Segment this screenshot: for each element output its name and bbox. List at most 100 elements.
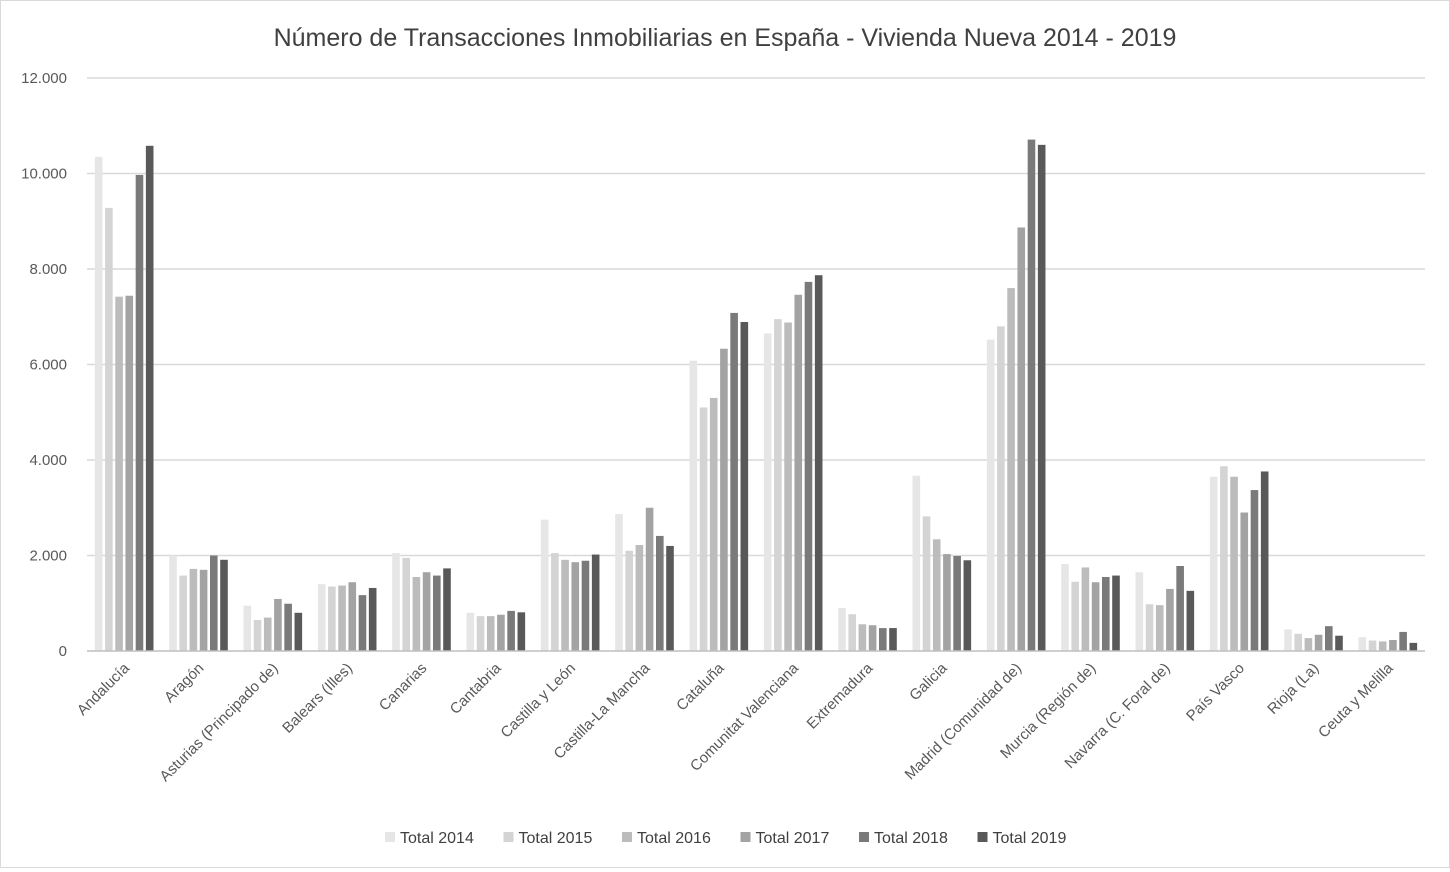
bar	[889, 628, 897, 651]
bar	[1294, 633, 1302, 651]
bar	[507, 610, 515, 651]
bar	[135, 174, 144, 651]
bar	[1335, 635, 1343, 651]
bar	[263, 617, 272, 651]
bar	[1091, 582, 1100, 651]
legend-swatch	[859, 832, 869, 842]
bar	[1304, 638, 1313, 651]
bar	[1260, 471, 1269, 651]
bar	[368, 587, 377, 651]
y-tick-label: 0	[59, 643, 67, 660]
bar	[1399, 631, 1407, 651]
bar	[763, 333, 772, 651]
bar	[1027, 139, 1036, 651]
legend-label: Total 2017	[756, 830, 830, 847]
bar	[1071, 581, 1079, 651]
bar	[1061, 564, 1069, 651]
bar	[804, 281, 813, 651]
bar	[561, 559, 569, 651]
bar	[1220, 466, 1228, 651]
bar	[1176, 566, 1184, 651]
bar	[220, 559, 228, 651]
bar	[358, 595, 367, 651]
bar	[328, 586, 336, 651]
bar	[591, 554, 600, 651]
bar	[1102, 576, 1110, 651]
bar	[699, 407, 708, 651]
bar	[1007, 288, 1015, 651]
bars	[94, 139, 1418, 652]
bar	[709, 397, 718, 651]
bar	[1209, 476, 1218, 651]
bar	[912, 475, 921, 651]
bar	[1145, 604, 1154, 651]
bar	[963, 560, 972, 651]
x-tick-label: Balears (Illes)	[279, 660, 356, 737]
bar	[1135, 572, 1144, 651]
bar	[105, 207, 113, 651]
bar	[784, 322, 792, 651]
legend: Total 2014 Total 2015 Total 2016 Total 2017…	[385, 830, 1066, 847]
bar	[1284, 629, 1292, 651]
x-tick-label: Rioja (La)	[1264, 660, 1322, 718]
bar	[1186, 590, 1195, 651]
bar	[730, 312, 738, 651]
chart-title: Número de Transacciones Inmobiliarias en…	[274, 24, 1177, 52]
bar	[986, 339, 995, 651]
bar	[848, 614, 856, 651]
bar	[1230, 476, 1238, 651]
bar	[294, 612, 303, 651]
bar	[348, 582, 357, 651]
legend-swatch	[740, 832, 751, 842]
legend-swatch	[622, 832, 632, 842]
bar	[615, 513, 623, 651]
bar	[689, 360, 698, 651]
legend-label: Total 2018	[874, 830, 948, 847]
bar	[1389, 640, 1397, 651]
bar	[879, 628, 887, 651]
bar	[625, 550, 633, 651]
y-tick-label: 6.000	[29, 357, 67, 374]
bar	[486, 616, 495, 651]
bar	[466, 612, 475, 651]
x-tick-label: Castilla y León	[497, 660, 579, 742]
bar	[497, 614, 505, 651]
bar	[953, 555, 961, 651]
bar	[635, 545, 644, 651]
x-tick-label: Extremadura	[804, 659, 877, 732]
bar	[571, 562, 580, 651]
bar	[338, 585, 346, 651]
bar	[317, 584, 326, 651]
legend-swatch	[503, 832, 514, 842]
bar	[838, 608, 846, 651]
bar	[1368, 640, 1377, 651]
x-tick-label: Canarias	[376, 660, 430, 714]
bar	[402, 557, 410, 651]
bar	[1037, 144, 1046, 651]
bar	[243, 605, 252, 651]
bar	[145, 145, 154, 652]
x-tick-label: Cataluña	[673, 659, 728, 714]
bar	[392, 553, 400, 651]
bar	[412, 576, 421, 651]
bar	[740, 322, 749, 651]
bar	[179, 575, 187, 651]
bar	[922, 516, 931, 651]
y-tick-label: 10.000	[21, 166, 67, 183]
bar	[551, 553, 559, 651]
bar	[666, 545, 674, 651]
legend-swatch	[385, 832, 395, 842]
bar	[581, 560, 590, 651]
y-tick-label: 8.000	[29, 261, 67, 278]
bar	[656, 535, 664, 651]
bar	[433, 575, 441, 651]
bar	[189, 568, 198, 651]
bar	[1166, 588, 1174, 651]
bar	[1081, 567, 1090, 651]
bar	[443, 568, 451, 651]
bar	[476, 616, 485, 651]
bar	[253, 619, 262, 651]
